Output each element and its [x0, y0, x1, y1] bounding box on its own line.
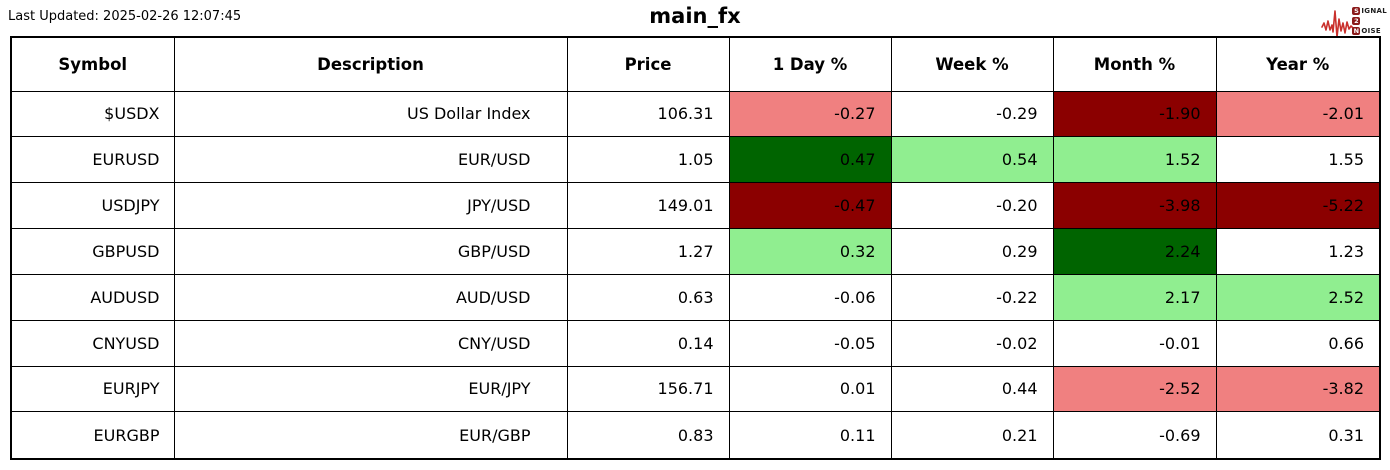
brand-rest-oise: OISE [1361, 27, 1381, 35]
description-cell: AUD/USD [173, 273, 568, 321]
price-cell: 0.14 [566, 319, 730, 367]
week-pct-cell: -0.02 [890, 319, 1054, 367]
column-header-symbol: Symbol [10, 36, 175, 92]
brand-rest-ignal: IGNAL [1361, 7, 1387, 15]
brand-line-signal: S IGNAL [1352, 7, 1387, 16]
table-row: USDJPY JPY/USD 149.01 -0.47 -0.20 -3.98 -5.22 [10, 182, 1381, 230]
symbol-cell: EURGBP [10, 411, 175, 460]
table-row: AUDUSD AUD/USD 0.63 -0.06 -0.22 2.17 2.52 [10, 273, 1381, 321]
description-cell: EUR/USD [173, 136, 568, 184]
month-pct-cell: -0.69 [1052, 411, 1217, 460]
description-cell: GBP/USD [173, 228, 568, 275]
week-pct-cell: 0.21 [890, 411, 1054, 460]
week-pct-cell: 0.44 [890, 365, 1054, 413]
symbol-cell: CNYUSD [10, 319, 175, 367]
description-cell: CNY/USD [173, 319, 568, 367]
price-cell: 156.71 [566, 365, 730, 413]
brand-letter-s: S [1352, 7, 1361, 15]
column-header-year-pct: Year % [1215, 36, 1381, 92]
day1-pct-cell: 0.11 [728, 411, 892, 460]
day1-pct-cell: -0.27 [728, 90, 892, 138]
last-updated-text: Last Updated: 2025-02-26 12:07:45 [8, 9, 242, 24]
year-pct-cell: 0.66 [1215, 319, 1381, 367]
description-cell: EUR/GBP [173, 411, 568, 460]
year-pct-cell: -5.22 [1215, 182, 1381, 230]
week-pct-cell: -0.29 [890, 90, 1054, 138]
fx-table: Symbol Description Price 1 Day % Week % Month… [10, 36, 1381, 460]
price-cell: 0.63 [566, 273, 730, 321]
year-pct-cell: 2.52 [1215, 273, 1381, 321]
price-cell: 1.27 [566, 228, 730, 275]
page-title: main_fx [649, 4, 741, 28]
year-pct-cell: 1.23 [1215, 228, 1381, 275]
description-cell: EUR/JPY [173, 365, 568, 413]
price-cell: 149.01 [566, 182, 730, 230]
week-pct-cell: -0.20 [890, 182, 1054, 230]
symbol-cell: EURJPY [10, 365, 175, 413]
month-pct-cell: -2.52 [1052, 365, 1217, 413]
month-pct-cell: -3.98 [1052, 182, 1217, 230]
symbol-cell: AUDUSD [10, 273, 175, 321]
column-header-week-pct: Week % [890, 36, 1054, 92]
table-row: CNYUSD CNY/USD 0.14 -0.05 -0.02 -0.01 0.66 [10, 319, 1381, 367]
year-pct-cell: -2.01 [1215, 90, 1381, 138]
week-pct-cell: 0.54 [890, 136, 1054, 184]
table-row: $USDX US Dollar Index 106.31 -0.27 -0.29 -1.9… [10, 90, 1381, 138]
price-cell: 0.83 [566, 411, 730, 460]
week-pct-cell: -0.22 [890, 273, 1054, 321]
week-pct-cell: 0.29 [890, 228, 1054, 275]
description-cell: JPY/USD [173, 182, 568, 230]
symbol-cell: USDJPY [10, 182, 175, 230]
year-pct-cell: 1.55 [1215, 136, 1381, 184]
month-pct-cell: -1.90 [1052, 90, 1217, 138]
description-cell: US Dollar Index [173, 90, 568, 138]
symbol-cell: $USDX [10, 90, 175, 138]
brand-logo: S IGNAL 2 N OISE [1321, 2, 1387, 40]
symbol-cell: GBPUSD [10, 228, 175, 275]
brand-letter-n: N [1352, 27, 1361, 35]
month-pct-cell: 2.24 [1052, 228, 1217, 275]
year-pct-cell: -3.82 [1215, 365, 1381, 413]
day1-pct-cell: -0.05 [728, 319, 892, 367]
table-row: GBPUSD GBP/USD 1.27 0.32 0.29 2.24 1.23 [10, 228, 1381, 275]
day1-pct-cell: -0.47 [728, 182, 892, 230]
day1-pct-cell: 0.32 [728, 228, 892, 275]
header-row: Symbol Description Price 1 Day % Week % Month… [10, 36, 1381, 92]
brand-letter-2: 2 [1352, 17, 1361, 25]
day1-pct-cell: -0.06 [728, 273, 892, 321]
day1-pct-cell: 0.47 [728, 136, 892, 184]
price-cell: 1.05 [566, 136, 730, 184]
brand-text: S IGNAL 2 N OISE [1352, 7, 1387, 36]
column-header-price: Price [566, 36, 730, 92]
table-row: EURUSD EUR/USD 1.05 0.47 0.54 1.52 1.55 [10, 136, 1381, 184]
month-pct-cell: 1.52 [1052, 136, 1217, 184]
year-pct-cell: 0.31 [1215, 411, 1381, 460]
month-pct-cell: -0.01 [1052, 319, 1217, 367]
brand-line-noise: N OISE [1352, 27, 1387, 36]
day1-pct-cell: 0.01 [728, 365, 892, 413]
column-header-description: Description [173, 36, 568, 92]
fx-table-body: $USDX US Dollar Index 106.31 -0.27 -0.29 -1.9… [10, 90, 1381, 460]
symbol-cell: EURUSD [10, 136, 175, 184]
brand-line-2: 2 [1352, 17, 1387, 26]
price-cell: 106.31 [566, 90, 730, 138]
month-pct-cell: 2.17 [1052, 273, 1217, 321]
column-header-month-pct: Month % [1052, 36, 1217, 92]
table-row: EURGBP EUR/GBP 0.83 0.11 0.21 -0.69 0.31 [10, 411, 1381, 460]
table-row: EURJPY EUR/JPY 156.71 0.01 0.44 -2.52 -3.82 [10, 365, 1381, 413]
column-header-day1-pct: 1 Day % [728, 36, 892, 92]
